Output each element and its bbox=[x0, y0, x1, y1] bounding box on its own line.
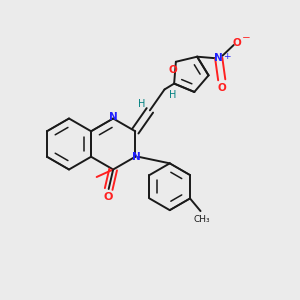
Text: N: N bbox=[109, 112, 118, 122]
Text: H: H bbox=[138, 99, 145, 109]
Text: +: + bbox=[224, 52, 231, 61]
Text: N: N bbox=[214, 53, 223, 63]
Text: O: O bbox=[169, 65, 177, 75]
Text: H: H bbox=[169, 90, 177, 100]
Text: −: − bbox=[242, 33, 251, 43]
Text: N: N bbox=[132, 152, 141, 162]
Text: CH₃: CH₃ bbox=[194, 215, 210, 224]
Text: O: O bbox=[104, 192, 113, 203]
Text: O: O bbox=[233, 38, 242, 48]
Text: O: O bbox=[218, 83, 226, 93]
